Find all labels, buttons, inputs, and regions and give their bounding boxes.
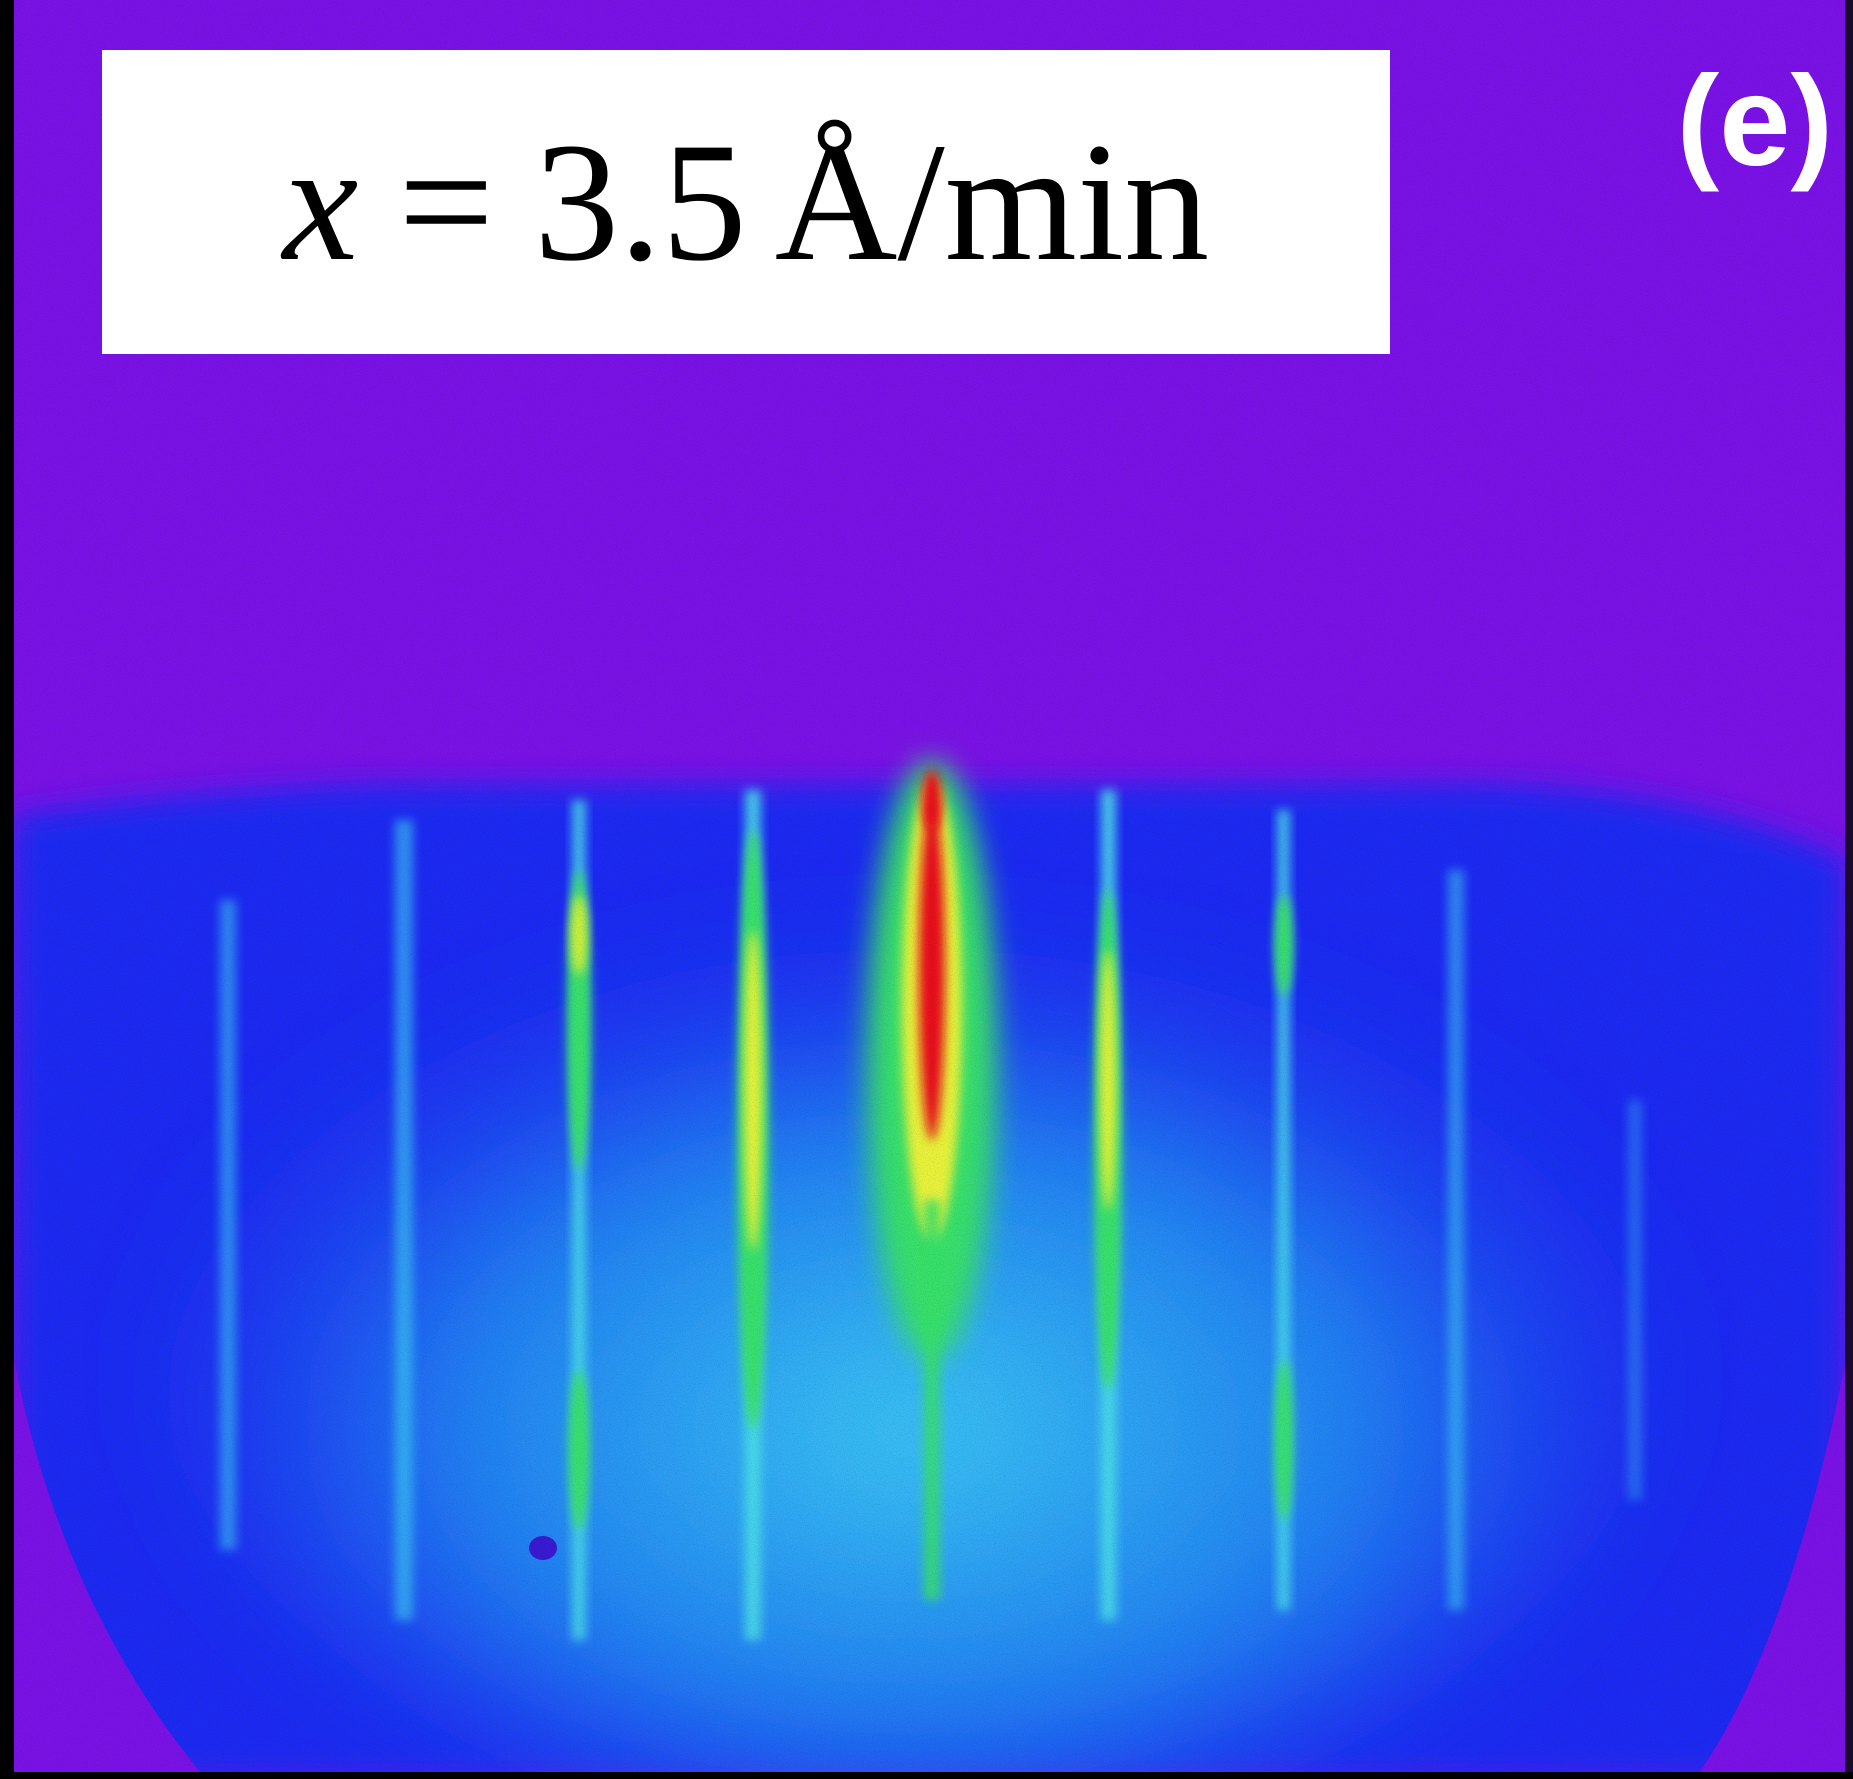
rate-unit: Å/min (774, 108, 1210, 296)
rate-variable: x (282, 108, 359, 296)
bottom-border (0, 1772, 1853, 1779)
left-border (0, 0, 14, 1779)
deposition-rate-label: x = 3.5 Å/min (102, 50, 1390, 354)
rate-equals: = (398, 108, 495, 296)
rate-value: 3.5 (534, 108, 747, 296)
panel-label: (e) (1676, 50, 1833, 193)
